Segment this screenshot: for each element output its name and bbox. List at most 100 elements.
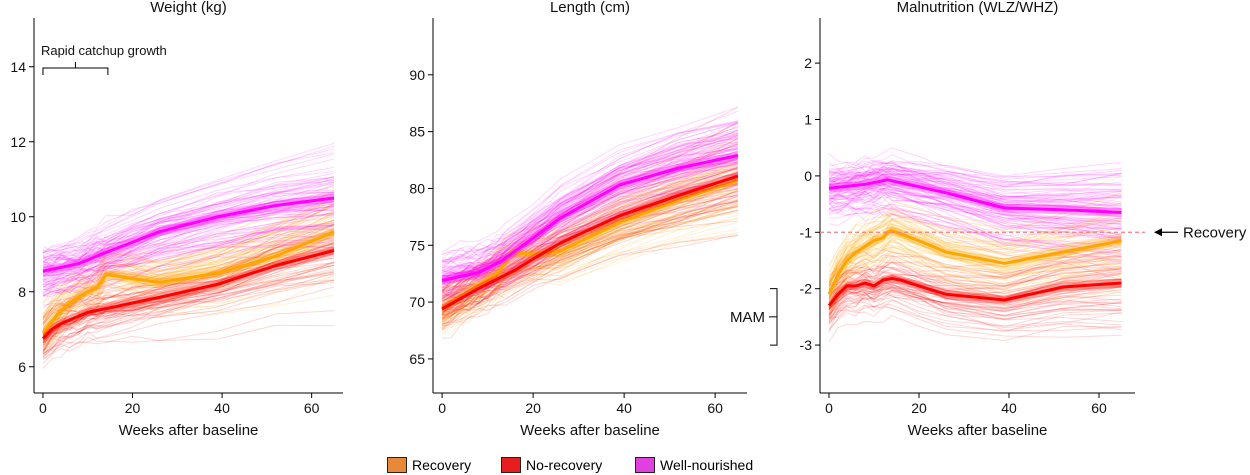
trajectory-0 <box>828 227 1122 280</box>
trajectory-0 <box>828 211 1122 284</box>
trajectory-0 <box>828 200 1122 266</box>
trajectory-0 <box>441 138 739 286</box>
trajectory-2 <box>828 168 1122 191</box>
trajectory-1 <box>42 324 335 360</box>
trajectory-0 <box>828 249 1122 312</box>
trajectory-0 <box>441 163 739 299</box>
legend-item-recovery: Recovery <box>387 457 471 473</box>
trajectory-2 <box>442 110 739 275</box>
trajectory-1 <box>441 195 739 316</box>
trajectory-1 <box>42 279 335 348</box>
trajectory-0 <box>828 240 1122 308</box>
trajectory-2 <box>42 225 335 286</box>
trajectory-0 <box>441 205 739 335</box>
trajectory-1 <box>828 286 1122 314</box>
trajectory-1 <box>828 296 1122 325</box>
trajectory-0 <box>828 223 1122 287</box>
trajectory-0 <box>441 194 739 330</box>
trajectory-2 <box>828 172 1122 237</box>
trajectory-2 <box>828 170 1122 210</box>
trajectory-1 <box>828 249 1122 298</box>
trajectory-2 <box>828 202 1122 272</box>
x-axis-label: Weeks after baseline <box>119 422 259 439</box>
trajectory-0 <box>42 235 335 319</box>
series-line-recovery <box>441 179 739 310</box>
trajectory-0 <box>441 192 739 324</box>
trajectory-1 <box>42 261 335 353</box>
trajectory-2 <box>828 184 1122 222</box>
trajectory-0 <box>828 249 1122 306</box>
trajectory-2 <box>42 229 335 277</box>
trajectory-1 <box>828 286 1122 324</box>
trajectory-2 <box>828 211 1122 248</box>
trajectory-0 <box>42 232 335 336</box>
trajectory-0 <box>441 155 739 288</box>
trajectory-2 <box>441 184 738 298</box>
legend-label-recovery: Recovery <box>412 457 472 473</box>
trajectory-0 <box>828 196 1122 279</box>
trajectory-0 <box>441 163 739 312</box>
trajectory-0 <box>441 228 738 324</box>
trajectory-1 <box>42 247 335 369</box>
trajectory-2 <box>828 173 1122 218</box>
series-line-well-nourished <box>828 178 1122 214</box>
x-tick-label: 20 <box>525 400 541 416</box>
trajectory-2 <box>441 191 738 311</box>
trajectory-2 <box>828 181 1122 201</box>
trajectory-0 <box>441 199 738 301</box>
trajectory-1 <box>42 242 335 355</box>
trajectory-0 <box>42 219 335 306</box>
trajectory-0 <box>441 210 739 330</box>
trajectory-1 <box>828 289 1122 320</box>
x-tick-label: 60 <box>707 400 723 416</box>
trajectory-2 <box>42 224 335 293</box>
trajectory-0 <box>828 227 1122 285</box>
trajectory-1 <box>442 150 739 292</box>
trajectory-2 <box>42 216 335 294</box>
trajectory-0 <box>828 217 1122 286</box>
trajectory-2 <box>442 138 738 269</box>
trajectory-0 <box>42 235 335 345</box>
trajectory-2 <box>42 199 335 260</box>
panel-3: 0 20 40 60 -3 -2 -1 0 1 2 Malnutrition (WLZ/WHZ) We… <box>730 0 1247 439</box>
trajectory-2 <box>42 234 335 297</box>
trajectory-1 <box>828 291 1122 320</box>
trajectory-0 <box>828 251 1122 311</box>
trajectory-0 <box>828 220 1122 283</box>
trajectory-2 <box>829 191 1122 225</box>
trajectory-2 <box>441 143 739 278</box>
trajectory-2 <box>441 148 738 264</box>
trajectory-0 <box>828 213 1122 277</box>
trajectory-2 <box>442 195 738 291</box>
trajectory-0 <box>828 240 1122 319</box>
trajectory-2 <box>828 167 1122 187</box>
trajectory-2 <box>42 148 335 253</box>
trajectory-1 <box>441 154 739 309</box>
trajectory-2 <box>828 161 1122 209</box>
trajectory-2 <box>42 181 335 280</box>
trajectory-0 <box>442 232 738 317</box>
y-tick-label: 90 <box>409 67 425 83</box>
trajectory-2 <box>42 186 335 287</box>
trajectory-2 <box>42 224 335 296</box>
trajectory-1 <box>42 234 335 340</box>
trajectory-2 <box>441 125 739 282</box>
trajectory-0 <box>828 234 1122 308</box>
trajectory-0 <box>828 246 1122 309</box>
trajectory-2 <box>828 197 1122 258</box>
trajectory-2 <box>441 121 739 268</box>
y-tick-label: 10 <box>10 209 26 225</box>
y-tick-label: 8 <box>18 284 26 300</box>
trajectory-1 <box>42 310 335 360</box>
trajectory-2 <box>828 167 1122 187</box>
trajectory-1 <box>441 126 739 290</box>
trajectory-0 <box>828 245 1122 313</box>
trajectory-0 <box>42 245 335 316</box>
trajectory-1 <box>828 286 1122 311</box>
trajectory-0 <box>828 255 1122 317</box>
trajectory-2 <box>828 184 1122 238</box>
trajectory-2 <box>828 167 1122 203</box>
trajectory-1 <box>42 246 335 325</box>
trajectory-0 <box>828 210 1122 284</box>
trajectory-2 <box>42 202 335 267</box>
